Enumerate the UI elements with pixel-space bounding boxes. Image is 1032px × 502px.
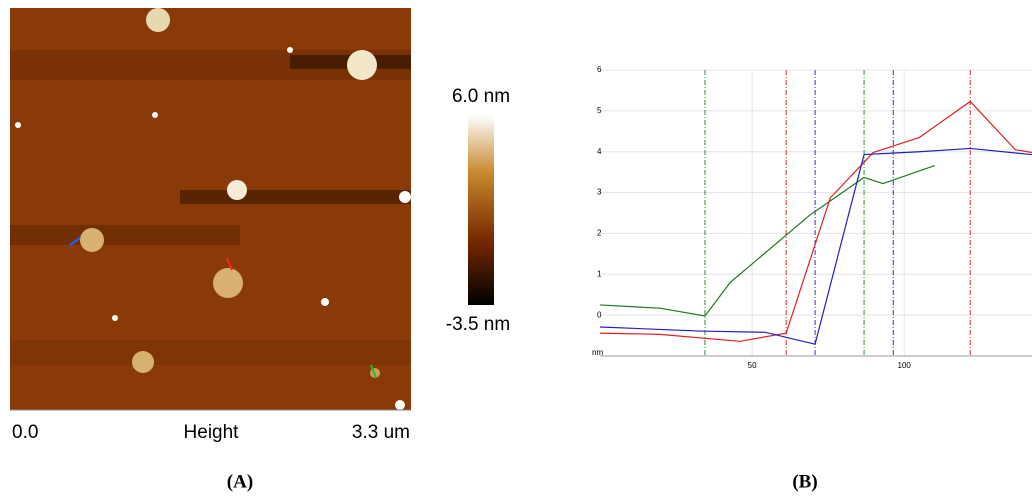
y-tick-label: 3 (597, 188, 602, 197)
y-tick-label: 6 (597, 65, 602, 74)
x-end: 3.3 um (352, 422, 410, 443)
x-start: 0.0 (12, 422, 38, 443)
colorbar (468, 115, 494, 305)
y-tick-label: 1 (597, 269, 602, 278)
caption: (B) (792, 471, 817, 492)
x-tick-label: 50 (748, 361, 757, 370)
x-label: Height (184, 422, 240, 443)
figure: 6.0 nm -3.5 nm 0.0 Height 3.3 um (A) (B)… (0, 0, 1032, 497)
y-tick-label: 2 (597, 229, 602, 238)
caption: (A) (227, 471, 253, 492)
colorbar-max: 6.0 nm (452, 86, 510, 107)
y-tick-label: 5 (597, 106, 602, 115)
y-tick-label: 0 (597, 310, 602, 319)
colorbar-min: -3.5 nm (446, 314, 510, 335)
series-line (600, 101, 1032, 341)
afm-image (10, 8, 411, 410)
series-line (600, 166, 935, 316)
x-tick-label: 100 (898, 361, 912, 370)
y-tick-label: 4 (597, 147, 602, 156)
